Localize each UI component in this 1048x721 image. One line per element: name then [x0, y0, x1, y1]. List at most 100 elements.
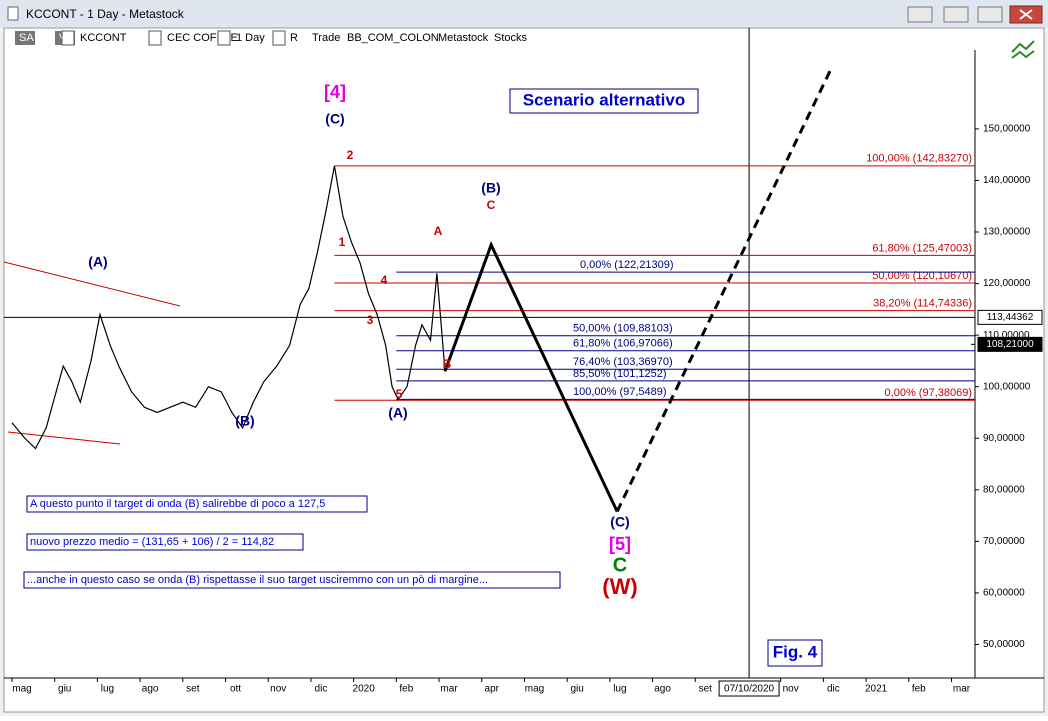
- figure-label: Fig. 4: [773, 642, 818, 661]
- trendline: [7, 431, 121, 445]
- x-tick-label: 2020: [353, 684, 376, 695]
- toolbar-item: KCCONT: [80, 32, 127, 44]
- maximize-button[interactable]: [977, 6, 1003, 23]
- note-box: [26, 533, 304, 551]
- x-tick-label: giu: [570, 684, 583, 695]
- y-tick-label: 120,00000: [983, 278, 1031, 289]
- x-tick-label: mag: [525, 684, 544, 695]
- wave-label: (B): [481, 180, 500, 196]
- note-box: [26, 495, 368, 513]
- toolbar-item: Trade: [312, 32, 340, 44]
- fib-label: 38,20% (114,74336): [873, 298, 972, 310]
- x-tick-label: mag: [12, 684, 31, 695]
- fib-label: 100,00% (97,5489): [573, 386, 667, 398]
- x-tick-label: nov: [783, 684, 799, 695]
- dropdown[interactable]: [272, 30, 286, 46]
- wave-label: [4]: [324, 82, 346, 102]
- wave-label: C: [613, 554, 627, 576]
- title-box: [509, 88, 699, 114]
- figure-box: [767, 639, 823, 667]
- y-tick-label: 90,00000: [983, 433, 1025, 444]
- wave-label: C: [487, 198, 496, 212]
- fib-label: 50,00% (120,10670): [872, 270, 972, 282]
- price-label: 108,21000: [986, 339, 1034, 350]
- wave-label: 3: [367, 313, 374, 327]
- projection-dashed: [615, 69, 832, 513]
- fib-label: 61,80% (125,47003): [872, 242, 972, 254]
- wave-label: B: [443, 357, 452, 371]
- y-tick-label: 80,00000: [983, 484, 1025, 495]
- note: ...anche in questo caso se onda (B) risp…: [27, 574, 488, 586]
- x-tick-label: dic: [315, 684, 328, 695]
- x-tick-label: ago: [142, 684, 159, 695]
- restore-button[interactable]: [907, 6, 933, 23]
- wave-label: (A): [388, 405, 407, 421]
- toolbar-item: Stocks: [494, 32, 528, 44]
- x-tick-label: dic: [827, 684, 840, 695]
- title-bar: [0, 0, 1048, 28]
- price-label: 113,44362: [987, 312, 1034, 323]
- fib-label: 50,00% (109,88103): [573, 323, 673, 335]
- cursor-label: 07/10/2020: [724, 684, 774, 695]
- dropdown[interactable]: [61, 30, 75, 46]
- y-tick-label: 130,00000: [983, 227, 1031, 238]
- wave-label: 4: [381, 273, 388, 287]
- toolbar-item: R: [290, 32, 298, 44]
- x-tick-label: lug: [613, 684, 626, 695]
- note: A questo punto il target di onda (B) sal…: [30, 498, 325, 510]
- dropdown[interactable]: [148, 30, 162, 46]
- toolbar-item: BB_COM_COLON: [347, 32, 439, 44]
- fib-label: 0,00% (97,38069): [885, 387, 972, 399]
- x-tick-label: ott: [230, 684, 241, 695]
- price-box: [977, 336, 1043, 352]
- x-tick-label: lug: [101, 684, 114, 695]
- minimize-button[interactable]: [943, 6, 969, 23]
- x-tick-label: mar: [440, 684, 458, 695]
- price-line-series: [11, 165, 446, 450]
- wave-label: [5]: [609, 534, 631, 554]
- trendline: [3, 261, 181, 307]
- x-tick-label: mar: [953, 684, 971, 695]
- fib-label: 85,50% (101,1252): [573, 368, 667, 380]
- chart-icon[interactable]: [1011, 40, 1035, 59]
- close-icon: [1019, 9, 1033, 20]
- projection: [443, 241, 619, 513]
- dropdown[interactable]: [217, 30, 231, 46]
- fib-label: 61,80% (106,97066): [573, 338, 673, 350]
- x-tick-label: 2021: [865, 684, 888, 695]
- wave-label: A: [434, 224, 443, 238]
- x-tick-label: set: [699, 684, 713, 695]
- fib-label: 76,40% (103,36970): [573, 356, 673, 368]
- wave-label: 5: [396, 387, 403, 401]
- x-tick-label: set: [186, 684, 200, 695]
- chart-panel: [3, 27, 1045, 713]
- x-tick-label: ago: [654, 684, 671, 695]
- note: nuovo prezzo medio = (131,65 + 106) / 2 …: [30, 536, 274, 548]
- wave-label: (B): [235, 413, 254, 429]
- cursor-box: [718, 680, 780, 697]
- wave-label: 1: [339, 235, 346, 249]
- fib-label: 0,00% (122,21309): [580, 259, 674, 271]
- x-tick-label: nov: [270, 684, 286, 695]
- y-tick-label: 100,00000: [983, 381, 1031, 392]
- y-tick-label: 50,00000: [983, 639, 1025, 650]
- y-tick-label: 60,00000: [983, 588, 1025, 599]
- x-tick-label: giu: [58, 684, 71, 695]
- y-tick-label: 110,00000: [983, 330, 1030, 341]
- x-tick-label: feb: [912, 684, 926, 695]
- toolbar-item: Metastock: [438, 32, 489, 44]
- wave-label: (C): [325, 111, 344, 127]
- x-tick-label: apr: [485, 684, 500, 695]
- toolbar-button: [15, 31, 35, 45]
- fib-label: 100,00% (142,83270): [866, 153, 972, 165]
- y-tick-label: 70,00000: [983, 536, 1025, 547]
- wave-label: (A): [88, 254, 107, 270]
- x-tick-label: feb: [399, 684, 413, 695]
- note-box: [23, 571, 561, 589]
- wave-label: 2: [347, 148, 354, 162]
- wave-label: (C): [610, 514, 629, 530]
- y-tick-label: 150,00000: [983, 124, 1031, 135]
